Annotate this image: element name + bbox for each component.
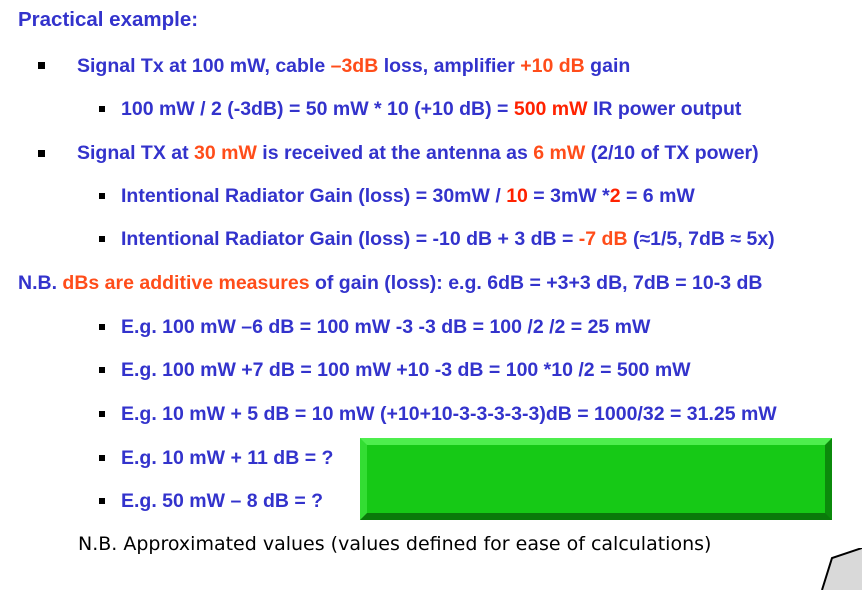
highlight-power-output: 500 mW [513, 98, 588, 120]
sub-bullet-square-icon [99, 411, 105, 417]
text-segment: = 3mW * [527, 185, 610, 207]
sub-bullet-radiator-gain-db: Intentional Radiator Gain (loss) = -10 d… [121, 227, 775, 251]
example-item: E.g. 100 mW +7 dB = 100 mW +10 -3 dB = 1… [121, 359, 691, 381]
text-segment: (2/10 of TX power) [585, 142, 759, 164]
highlight-rx-power: 6 mW [533, 142, 586, 164]
highlight-divisor: 10 [506, 185, 528, 207]
text-segment: IR power output [587, 98, 742, 120]
highlight-total-db: -7 dB [578, 228, 628, 250]
text-segment: loss, amplifier [378, 55, 521, 77]
sub-bullet-square-icon [99, 106, 105, 112]
sub-bullet-radiator-gain-mw: Intentional Radiator Gain (loss) = 30mW … [121, 184, 695, 208]
bullet-square-icon [38, 62, 45, 69]
text-segment: 100 mW / 2 (-3dB) = 50 mW * 10 (+10 dB) … [121, 98, 514, 120]
example-question: E.g. 50 mW – 8 dB = ? [121, 490, 324, 512]
text-segment: is received at the antenna as [256, 142, 534, 164]
sub-bullet-square-icon [99, 455, 105, 461]
nb-approximated-values: N.B. Approximated values (values defined… [78, 533, 712, 555]
example-item: E.g. 10 mW + 5 dB = 10 mW (+10+10-3-3-3-… [121, 403, 777, 425]
answer-cover-box[interactable] [360, 438, 832, 520]
text-segment: Intentional Radiator Gain (loss) = 30mW … [121, 185, 507, 207]
highlight-multiplier: 2 [609, 185, 621, 207]
sub-bullet-square-icon [99, 498, 105, 504]
sub-bullet-power-output: 100 mW / 2 (-3dB) = 50 mW * 10 (+10 dB) … [121, 97, 741, 121]
example-item: E.g. 100 mW –6 dB = 100 mW -3 -3 dB = 10… [121, 316, 651, 338]
text-segment: of gain (loss): e.g. 6dB = +3+3 dB, 7dB … [309, 272, 763, 294]
section-title: Practical example: [18, 8, 199, 31]
text-segment: = 6 mW [620, 185, 695, 207]
text-segment: gain [584, 55, 631, 77]
text-segment: N.B. [18, 272, 63, 294]
bullet-signal-received: Signal TX at 30 mW is received at the an… [77, 141, 759, 165]
highlight-tx-power: 30 mW [194, 142, 257, 164]
example-question: E.g. 10 mW + 11 dB = ? [121, 447, 334, 469]
sub-bullet-square-icon [99, 193, 105, 199]
text-segment: Signal TX at [77, 142, 195, 164]
highlight-amplifier-gain: +10 dB [520, 55, 585, 77]
bullet-square-icon [38, 150, 45, 157]
text-segment: (≈1/5, 7dB ≈ 5x) [627, 228, 775, 250]
corner-shape-icon [821, 548, 862, 590]
sub-bullet-square-icon [99, 324, 105, 330]
text-segment: Signal Tx at 100 mW, cable [77, 55, 331, 77]
sub-bullet-square-icon [99, 236, 105, 242]
highlight-additive: dBs are additive measures [62, 272, 310, 294]
text-segment: Intentional Radiator Gain (loss) = -10 d… [121, 228, 579, 250]
bullet-signal-tx-cable-amplifier: Signal Tx at 100 mW, cable –3dB loss, am… [77, 54, 630, 78]
nb-additive-measures: N.B. dBs are additive measures of gain (… [18, 271, 763, 295]
highlight-cable-loss: –3dB [330, 55, 379, 77]
sub-bullet-square-icon [99, 367, 105, 373]
